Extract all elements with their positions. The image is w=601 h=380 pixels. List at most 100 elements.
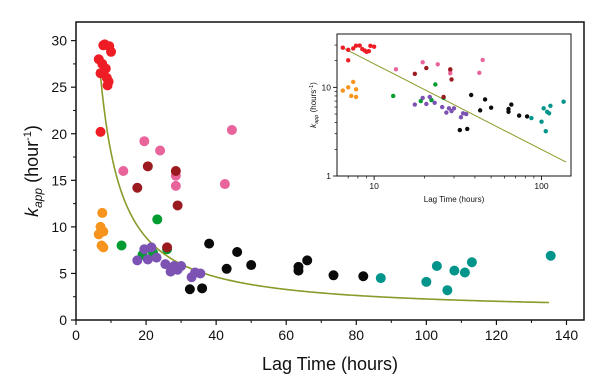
y-tick-label: 10 (51, 219, 67, 235)
inset-y-axis-title-unit-exponent: -1 (309, 85, 315, 90)
inset-data-point-black (482, 97, 488, 102)
main-axis-ticks: 0 20 40 60 80 100 120 140 0 5 10 15 20 25 30 (51, 33, 578, 343)
data-point-black (204, 238, 215, 249)
inset-data-point-teal (539, 119, 544, 124)
inset-data-point-darkred (449, 77, 454, 82)
inset-y-axis-title-subscript: app (314, 115, 320, 124)
data-point-darkred (172, 200, 183, 211)
inset-background (305, 28, 579, 206)
inset-data-point-pink (480, 57, 485, 63)
data-point-black (328, 270, 339, 281)
data-point-black (358, 271, 369, 282)
inset-y-axis-title: kapp (hours-1) (309, 82, 320, 128)
inset-data-point-orange (340, 88, 346, 93)
inset-data-point-purple (427, 94, 432, 100)
inset-x-tick-label: 10 (369, 181, 379, 191)
data-point-teal (449, 265, 460, 276)
data-point-purple (160, 259, 171, 270)
main-data-points (93, 39, 556, 296)
inset-data-point-teal (529, 115, 534, 121)
inset-data-point-black (524, 114, 530, 119)
inset-data-point-red (340, 45, 346, 50)
inset-data-point-red (346, 58, 351, 63)
x-tick-label: 0 (72, 327, 80, 343)
inset-data-point-red (366, 48, 372, 54)
data-point-teal (431, 260, 442, 271)
y-tick-label: 15 (51, 172, 67, 188)
inset-data-point-red (357, 43, 362, 48)
inset-data-point-purple (420, 95, 425, 101)
inset-data-point-pink (477, 70, 482, 75)
fit-curve (99, 76, 549, 304)
inset-data-point-purple (444, 110, 449, 115)
data-point-orange (98, 226, 109, 237)
data-point-darkred (162, 242, 173, 253)
data-point-black (197, 283, 208, 294)
inset-data-point-purple (464, 111, 469, 117)
data-point-darkred (170, 166, 181, 176)
inset-data-point-purple (424, 101, 429, 107)
data-point-purple (176, 260, 187, 271)
inset-data-point-green (433, 82, 438, 87)
data-point-purple (132, 255, 143, 266)
inset-data-point-black (465, 126, 470, 132)
data-point-black (221, 263, 232, 274)
inset-data-point-purple (439, 104, 445, 110)
x-tick-label: 140 (555, 327, 579, 343)
data-point-pink (219, 179, 230, 190)
inset-y-tick-label: 1 (326, 171, 331, 181)
data-point-purple (195, 268, 206, 279)
y-axis-title-unit: (hour (22, 141, 42, 188)
inset-data-point-black (457, 127, 463, 133)
data-point-purple (151, 252, 162, 263)
main-plot-frame (75, 21, 585, 321)
data-point-black (293, 261, 304, 272)
inset-data-points (340, 43, 566, 134)
data-point-black (302, 255, 313, 266)
y-axis-title-symbol: k (22, 207, 42, 217)
data-point-darkred (132, 182, 143, 193)
inset-data-point-darkred (424, 65, 429, 71)
data-point-pink (139, 136, 150, 147)
inset-x-tick-label: 100 (534, 181, 548, 191)
data-point-red (100, 63, 111, 74)
inset-data-point-red (351, 46, 356, 51)
inset-data-point-orange (349, 93, 354, 99)
inset-data-point-teal (541, 106, 546, 111)
inset-data-point-teal (561, 99, 566, 104)
inset-data-point-black (509, 102, 514, 107)
data-point-red (106, 46, 117, 57)
inset-y-axis-title-symbol: k (309, 123, 318, 128)
inset-axis-ticks: 10 100 1 10 (322, 44, 549, 191)
x-tick-label: 100 (415, 327, 439, 343)
inset-data-point-red (353, 43, 359, 48)
data-point-red (95, 126, 106, 137)
y-axis-title: kapp (hour-1) (22, 125, 45, 217)
data-point-teal (466, 257, 477, 268)
inset-data-point-darkred (441, 94, 446, 100)
inset-data-point-green (391, 93, 396, 99)
x-tick-label: 120 (485, 327, 509, 343)
inset-data-point-teal (546, 111, 552, 116)
inset-data-point-pink (448, 71, 453, 76)
inset-data-point-pink (393, 67, 399, 72)
data-point-teal (442, 285, 453, 296)
inset-data-point-purple (458, 115, 464, 120)
inset-data-point-black (516, 113, 522, 118)
inset-data-point-black (488, 105, 494, 110)
inset-data-point-teal (548, 103, 553, 108)
main-plot: 0 20 40 60 80 100 120 140 0 5 10 15 20 25 30 Lag Time … (22, 21, 585, 374)
inset-data-point-pink (420, 60, 425, 65)
inset-y-axis-title-unit: (hours (309, 90, 318, 115)
data-point-orange (98, 242, 109, 253)
data-point-pink (170, 180, 181, 191)
inset-data-point-red (346, 47, 351, 53)
x-axis-title: Lag Time (hours) (262, 354, 398, 374)
y-axis-title-unit-close: ) (22, 125, 42, 131)
inset-data-point-black (506, 106, 511, 112)
inset-plot: 10 100 1 10 Lag Time (hours) kapp (hours-1) (305, 28, 579, 206)
data-point-orange (97, 207, 108, 218)
inset-data-point-purple (412, 102, 418, 107)
data-point-green (116, 240, 127, 251)
